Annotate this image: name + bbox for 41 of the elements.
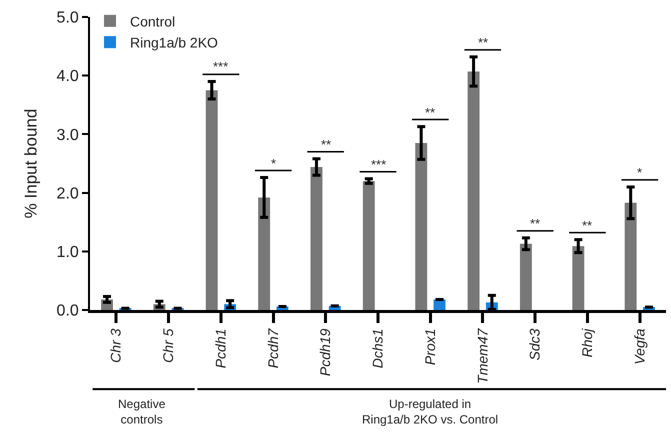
text: Up-regulated in Ring1a/b 2KO vs. Control xyxy=(362,397,498,427)
x-tick-label: Sdc3 xyxy=(526,328,543,361)
annotation: * xyxy=(271,156,276,171)
x-tick-label: Pcdh1 xyxy=(212,328,228,368)
legend-label: Ring1a/b 2KO xyxy=(130,34,218,51)
x-tick-label: Chr 5 xyxy=(160,328,176,363)
y-tick-label: 4.0 xyxy=(56,68,79,86)
x-tick-label: Chr 3 xyxy=(108,328,124,363)
y-axis-title: % Input bound xyxy=(22,108,41,218)
annotation: ** xyxy=(425,105,436,120)
annotation: ** xyxy=(530,216,540,231)
y-tick-label: 5.0 xyxy=(56,10,79,27)
bar xyxy=(434,299,446,310)
bar xyxy=(258,197,270,310)
bar xyxy=(520,244,532,310)
x-tick-label: Pcdh7 xyxy=(264,327,281,368)
annotation: ** xyxy=(582,218,592,233)
x-tick-label: Rhoj xyxy=(579,328,595,358)
annotation: ** xyxy=(478,35,488,50)
bar xyxy=(572,246,584,310)
y-tick-label: 2.0 xyxy=(56,185,79,202)
annotation: * xyxy=(637,165,642,180)
bar xyxy=(415,142,428,310)
x-tick-label: Dchs1 xyxy=(370,328,386,368)
x-tick-label: Tmem47 xyxy=(474,327,490,384)
text: Negative controls xyxy=(118,397,166,427)
bar xyxy=(362,181,375,310)
bar xyxy=(468,72,480,310)
legend-label: Control xyxy=(130,13,176,30)
x-tick-label: Prox1 xyxy=(422,328,438,366)
annotation: ** xyxy=(321,137,332,152)
x-tick-label: Vegfa xyxy=(631,328,648,365)
y-tick-label: 3.0 xyxy=(56,126,79,144)
bar xyxy=(624,202,637,310)
x-tick-label: Pcdh19 xyxy=(317,328,334,376)
annotation: *** xyxy=(371,157,386,172)
y-tick-label: 0.0 xyxy=(56,302,79,320)
bar xyxy=(310,167,322,310)
annotation: *** xyxy=(213,59,228,74)
y-tick-label: 1.0 xyxy=(56,244,79,261)
bar xyxy=(206,90,218,310)
